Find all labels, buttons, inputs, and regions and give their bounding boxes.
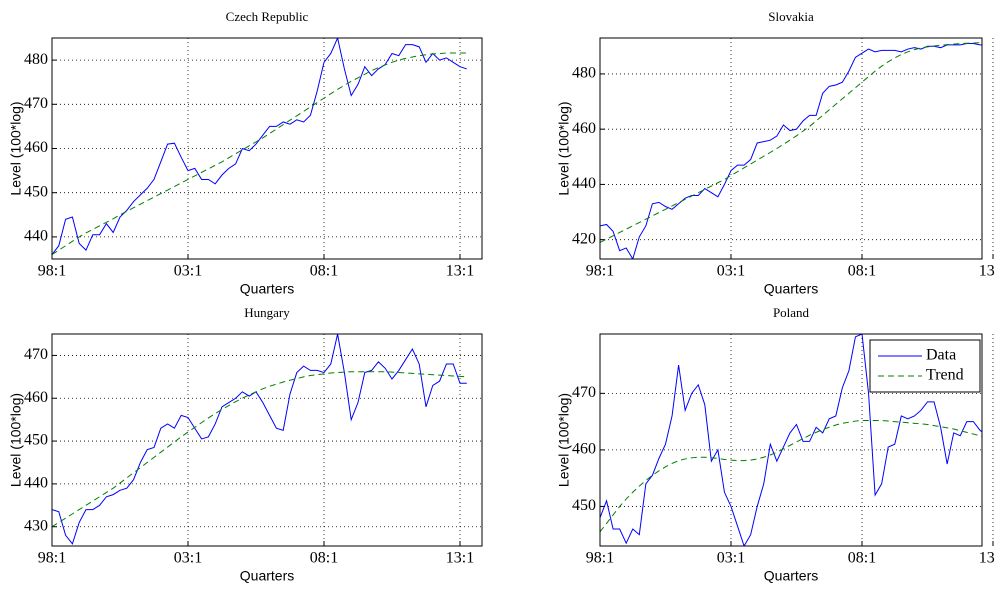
series-line (52, 371, 467, 528)
x-tick-label: 13:1 (979, 550, 995, 567)
y-tick-label: 460 (24, 389, 48, 406)
x-tick-label: 08:1 (848, 263, 876, 280)
y-tick-label: 430 (24, 517, 48, 534)
y-tick-label: 470 (24, 95, 48, 112)
x-tick-label: 98:1 (586, 550, 614, 567)
y-axis-label: Level (100*log) (556, 393, 572, 487)
x-tick-label: 98:1 (38, 550, 66, 567)
plot-area (52, 334, 467, 545)
series-line (52, 334, 467, 545)
chart-title: Poland (773, 305, 810, 320)
plot-area (600, 334, 982, 546)
axes-frame (51, 333, 483, 547)
x-tick-label: 13:1 (979, 263, 995, 280)
y-tick-label: 460 (572, 120, 596, 137)
x-axis-label: Quarters (764, 281, 818, 297)
series-line (600, 42, 982, 243)
y-tick-label: 480 (24, 51, 48, 68)
x-tick-label: 03:1 (717, 550, 745, 567)
x-axis-label: Quarters (240, 281, 294, 297)
series-line (52, 52, 467, 255)
chart-title: Hungary (244, 305, 290, 320)
chart-title: Czech Republic (226, 9, 309, 24)
series-line (600, 420, 982, 533)
y-axis-label: Level (100*log) (8, 393, 24, 487)
x-tick-label: 03:1 (174, 263, 202, 280)
x-axis-label: Quarters (764, 568, 818, 584)
legend-label: Data (926, 347, 956, 364)
y-tick-label: 470 (24, 346, 48, 363)
axes-frame (599, 37, 983, 260)
y-tick-label: 440 (24, 228, 48, 245)
series-line (600, 43, 982, 259)
x-axis-label: Quarters (240, 568, 294, 584)
legend-box (869, 339, 981, 393)
y-tick-label: 460 (572, 441, 596, 458)
axes-frame (599, 333, 983, 547)
series-line (600, 334, 982, 546)
x-tick-label: 08:1 (310, 550, 338, 567)
y-tick-label: 420 (572, 230, 596, 247)
series-line (52, 38, 467, 255)
y-tick-label: 450 (572, 497, 596, 514)
x-tick-label: 08:1 (310, 263, 338, 280)
x-tick-label: 13:1 (446, 263, 474, 280)
x-tick-label: 13:1 (446, 550, 474, 567)
y-tick-label: 470 (572, 384, 596, 401)
x-tick-label: 03:1 (717, 263, 745, 280)
axes-frame (51, 37, 483, 260)
y-tick-label: 450 (24, 183, 48, 200)
y-tick-label: 450 (24, 432, 48, 449)
x-tick-label: 08:1 (848, 550, 876, 567)
legend-label: Trend (926, 367, 964, 384)
x-tick-label: 98:1 (586, 263, 614, 280)
x-tick-label: 98:1 (38, 263, 66, 280)
y-axis-label: Level (100*log) (556, 101, 572, 195)
chart-title: Slovakia (768, 9, 814, 24)
plot-area (52, 38, 467, 255)
y-axis-label: Level (100*log) (8, 101, 24, 195)
x-tick-label: 03:1 (174, 550, 202, 567)
y-tick-label: 440 (572, 175, 596, 192)
plot-area (600, 42, 982, 259)
y-tick-label: 460 (24, 139, 48, 156)
y-tick-label: 480 (572, 65, 596, 82)
y-tick-label: 440 (24, 475, 48, 492)
